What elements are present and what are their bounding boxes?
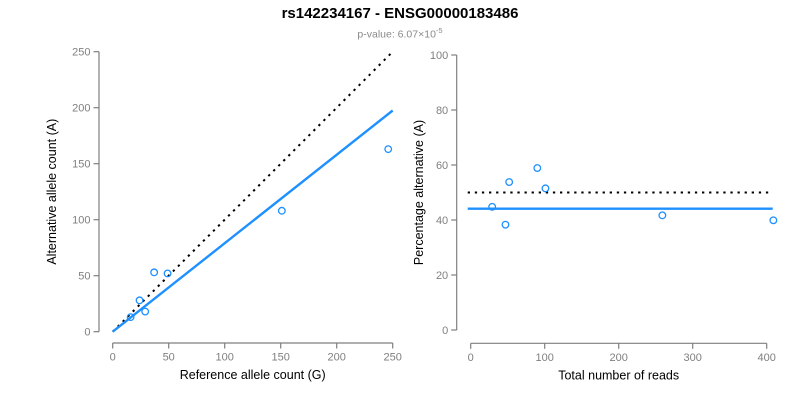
identity-line (111, 50, 394, 333)
y-axis-title: Percentage alternative (A) (412, 120, 426, 265)
x-tick-label: 100 (216, 352, 234, 364)
data-point (658, 211, 667, 220)
x-axis-title: Total number of reads (558, 368, 679, 382)
data-point (126, 313, 135, 322)
x-tick-label: 100 (536, 352, 554, 364)
data-point (150, 268, 159, 277)
y-tick-label: 150 (72, 159, 90, 171)
x-tick-label: 150 (272, 352, 290, 364)
y-tick-label: 20 (436, 270, 448, 282)
p-value-exponent: -5 (435, 26, 443, 35)
data-point (769, 216, 778, 225)
panel-percentage-alternative: 0 100 200 300 400 0 20 40 60 80 100 Total number of… (412, 50, 778, 382)
data-point (277, 206, 286, 215)
x-tick-label: 0 (468, 352, 474, 364)
data-point (141, 307, 150, 316)
page-title: rs142234167 - ENSG00000183486 (281, 5, 519, 22)
x-tick-label: 400 (758, 352, 776, 364)
y-tick-label: 100 (72, 215, 90, 227)
y-tick-label: 0 (442, 325, 448, 337)
data-point (505, 178, 514, 186)
data-point (163, 269, 172, 278)
x-tick-label: 250 (384, 352, 402, 364)
x-tick-label: 300 (684, 352, 702, 364)
y-axis-title: Alternative allele count (A) (45, 119, 59, 265)
fit-line (111, 109, 394, 333)
x-tick-label: 50 (163, 352, 175, 364)
data-point (135, 296, 144, 305)
y-tick-label: 80 (436, 105, 448, 117)
x-tick-label: 200 (610, 352, 628, 364)
p-value-text: p-value: 6.07×10 (357, 28, 436, 41)
data-point (533, 164, 542, 172)
data-point (501, 220, 510, 229)
p-value-subtitle: p-value: 6.07×10-5 (0, 26, 800, 41)
y-tick-label: 200 (72, 103, 90, 115)
y-tick-label: 50 (78, 271, 90, 283)
data-point (384, 145, 393, 154)
y-tick-label: 100 (430, 50, 448, 62)
y-tick-label: 60 (436, 160, 448, 172)
data-point (541, 184, 550, 193)
y-tick-label: 250 (72, 47, 90, 59)
panel-allele-counts: 0 50 100 150 200 250 0 50 100 150 200 250 Reference … (45, 47, 402, 383)
data-point (488, 202, 497, 211)
x-tick-label: 200 (328, 352, 346, 364)
y-tick-label: 0 (84, 327, 90, 339)
y-tick-label: 40 (436, 215, 448, 227)
x-axis-title: Reference allele count (G) (180, 368, 326, 382)
x-tick-label: 0 (110, 352, 116, 364)
